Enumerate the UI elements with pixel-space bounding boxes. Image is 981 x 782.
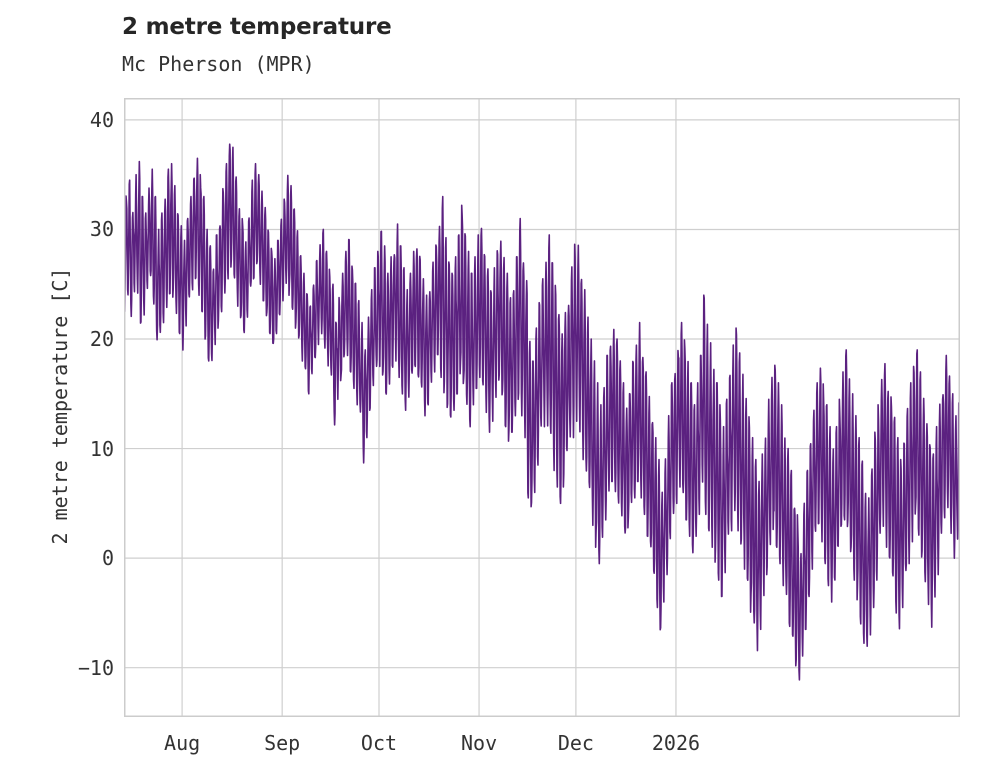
y-axis-ticks: −10 0 10 20 30 40 [0, 0, 124, 782]
x-tick-label: Sep [264, 731, 301, 755]
x-tick-label: 2026 [651, 731, 701, 755]
y-tick-label: 30 [89, 217, 114, 242]
y-tick-label: 0 [101, 546, 114, 571]
y-tick-label: 20 [89, 327, 114, 352]
page-title: 2 metre temperature [122, 14, 392, 40]
x-tick-label: Oct [360, 731, 398, 755]
x-tick-label: Nov [460, 731, 498, 755]
y-tick-label: −10 [77, 655, 114, 680]
temperature-line [124, 143, 960, 681]
x-tick-label: Aug [164, 731, 201, 755]
x-tick-label: Dec [557, 731, 594, 755]
plot-area [124, 98, 960, 717]
y-tick-label: 40 [89, 107, 114, 132]
chart-subtitle: Mc Pherson (MPR) [122, 52, 315, 76]
temperature-series [124, 98, 960, 717]
y-tick-label: 10 [89, 436, 114, 461]
